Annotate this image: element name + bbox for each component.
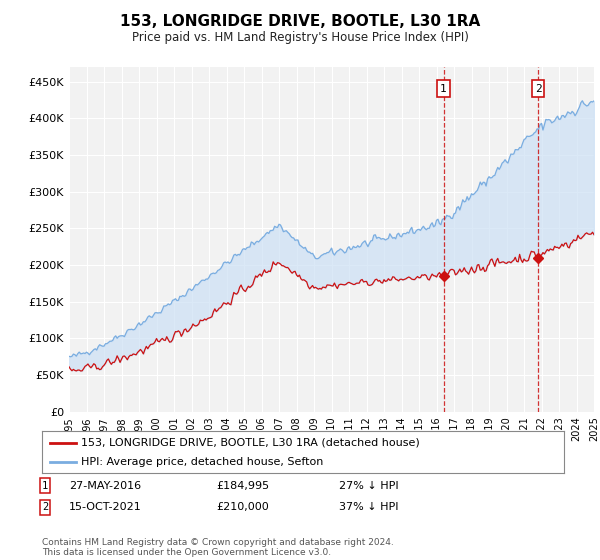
Text: 1: 1	[42, 480, 48, 491]
Text: 27-MAY-2016: 27-MAY-2016	[69, 480, 141, 491]
Text: 1: 1	[440, 83, 447, 94]
Text: HPI: Average price, detached house, Sefton: HPI: Average price, detached house, Seft…	[81, 457, 323, 467]
Text: 15-OCT-2021: 15-OCT-2021	[69, 502, 142, 512]
Text: 2: 2	[42, 502, 48, 512]
Text: Price paid vs. HM Land Registry's House Price Index (HPI): Price paid vs. HM Land Registry's House …	[131, 31, 469, 44]
Text: £210,000: £210,000	[216, 502, 269, 512]
Text: 153, LONGRIDGE DRIVE, BOOTLE, L30 1RA: 153, LONGRIDGE DRIVE, BOOTLE, L30 1RA	[120, 14, 480, 29]
Text: 37% ↓ HPI: 37% ↓ HPI	[339, 502, 398, 512]
Text: 27% ↓ HPI: 27% ↓ HPI	[339, 480, 398, 491]
Text: £184,995: £184,995	[216, 480, 269, 491]
Text: 2: 2	[535, 83, 541, 94]
Text: 153, LONGRIDGE DRIVE, BOOTLE, L30 1RA (detached house): 153, LONGRIDGE DRIVE, BOOTLE, L30 1RA (d…	[81, 437, 420, 447]
Text: Contains HM Land Registry data © Crown copyright and database right 2024.
This d: Contains HM Land Registry data © Crown c…	[42, 538, 394, 557]
